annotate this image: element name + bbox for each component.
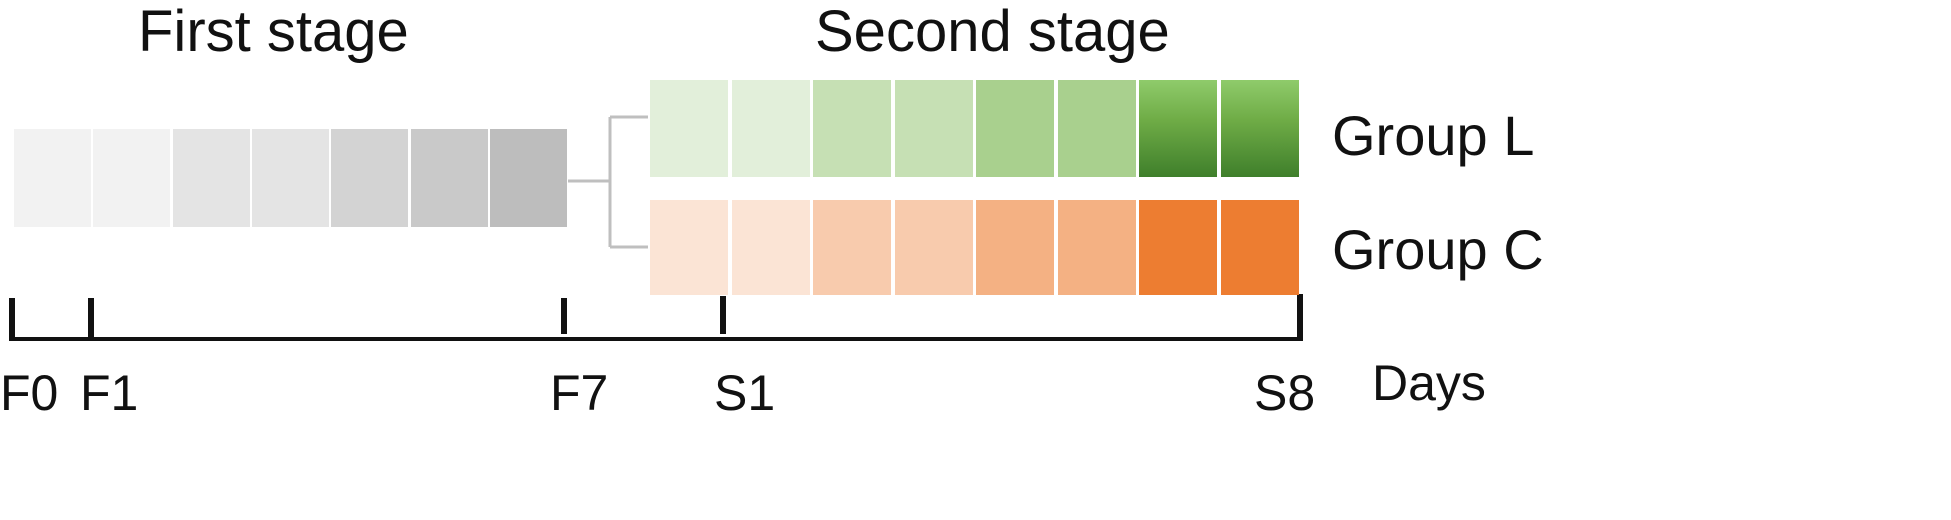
first-stage-cell-5 (331, 129, 409, 227)
group-c-cell-4 (894, 200, 973, 295)
group-l-label: Group L (1332, 104, 1535, 167)
first-stage-title: First stage (138, 0, 409, 64)
group-c-cell-5 (976, 200, 1054, 295)
second-stage-title: Second stage (815, 0, 1170, 64)
group-l-cell-6 (1057, 80, 1136, 177)
days-axis-label: Days (1372, 355, 1486, 411)
tick-label-s8: S8 (1254, 365, 1316, 421)
tick-label-s1: S1 (714, 365, 776, 421)
group-l-cell-2 (731, 80, 810, 177)
first-stage-cell-6 (410, 129, 488, 227)
tick-label-f7: F7 (550, 365, 609, 421)
branch-connector (568, 115, 648, 249)
group-l-cell-4 (894, 80, 973, 177)
group-c-cell-8 (1220, 200, 1299, 295)
first-stage-cell-3 (172, 129, 250, 227)
group-c-label: Group C (1332, 218, 1544, 281)
group-c-cell-1 (650, 200, 728, 295)
group-c-cell-3 (813, 200, 891, 295)
group-l-cell-3 (813, 80, 891, 177)
group-l-cell-8 (1220, 80, 1299, 177)
group-l-cell-1 (650, 80, 728, 177)
timeline-axis (9, 294, 1303, 341)
tick-label-f0: F0 (0, 365, 59, 421)
group-l-cell-5 (976, 80, 1054, 177)
group-c-cell-6 (1057, 200, 1136, 295)
first-stage-cell-2 (93, 129, 171, 227)
group-c-cell-2 (731, 200, 810, 295)
group-l-cell-7 (1139, 80, 1217, 177)
first-stage-cell-7 (489, 129, 567, 227)
group-c-cell-7 (1139, 200, 1217, 295)
tick-label-f1: F1 (80, 365, 139, 421)
first-stage-cell-4 (251, 129, 329, 227)
first-stage-cell-1 (14, 129, 91, 227)
